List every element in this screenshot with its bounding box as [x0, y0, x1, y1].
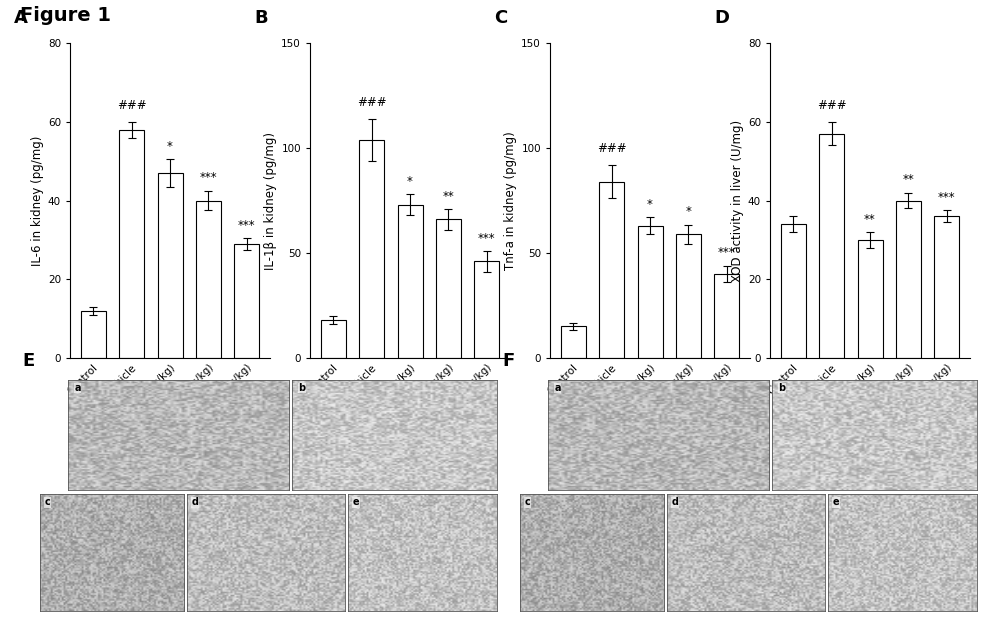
Bar: [676, 234, 701, 358]
Bar: [196, 201, 221, 358]
Text: e: e: [833, 497, 839, 507]
Text: ###: ###: [597, 143, 626, 155]
Y-axis label: IL-1β in kidney (pg/mg): IL-1β in kidney (pg/mg): [264, 131, 277, 270]
Bar: [158, 173, 182, 358]
Bar: [398, 205, 422, 358]
Text: ***: ***: [200, 172, 217, 184]
Bar: [714, 274, 739, 358]
Text: d: d: [192, 497, 199, 507]
Text: **: **: [864, 213, 876, 226]
Text: B: B: [254, 9, 268, 28]
Text: d: d: [672, 497, 679, 507]
Text: c: c: [524, 497, 530, 507]
Bar: [599, 181, 624, 358]
Text: c: c: [44, 497, 50, 507]
Bar: [119, 130, 144, 358]
Bar: [436, 220, 461, 358]
Text: a: a: [74, 383, 81, 393]
Bar: [934, 217, 959, 358]
Bar: [234, 244, 259, 358]
Text: ###: ###: [117, 99, 146, 112]
Bar: [81, 311, 106, 358]
Text: ***: ***: [478, 231, 496, 244]
Text: a: a: [554, 383, 561, 393]
Text: **: **: [903, 173, 914, 186]
Bar: [896, 201, 921, 358]
Text: E: E: [23, 352, 35, 370]
Bar: [638, 226, 662, 358]
Y-axis label: XOD activity in liver (U/mg): XOD activity in liver (U/mg): [731, 120, 744, 281]
Text: Figure 1: Figure 1: [20, 6, 111, 25]
Text: *: *: [686, 205, 691, 218]
Bar: [858, 240, 883, 358]
Bar: [819, 134, 844, 358]
Text: A: A: [14, 9, 28, 28]
Text: D: D: [714, 9, 729, 28]
Bar: [321, 320, 346, 358]
Text: b: b: [299, 383, 306, 393]
Text: ###: ###: [817, 99, 846, 112]
Text: *: *: [167, 140, 173, 153]
Text: ***: ***: [718, 246, 736, 259]
Bar: [781, 224, 806, 358]
Bar: [474, 262, 499, 358]
Text: ###: ###: [357, 96, 386, 109]
Bar: [561, 326, 586, 358]
Text: ***: ***: [238, 218, 256, 231]
Text: b: b: [779, 383, 786, 393]
Y-axis label: IL-6 in kidney (pg/mg): IL-6 in kidney (pg/mg): [31, 135, 44, 266]
Text: *: *: [407, 175, 413, 188]
Text: e: e: [353, 497, 359, 507]
Y-axis label: Tnf-a in kidney (pg/mg): Tnf-a in kidney (pg/mg): [504, 131, 517, 270]
Text: ***: ***: [938, 191, 956, 204]
Text: **: **: [443, 189, 454, 202]
Text: C: C: [494, 9, 507, 28]
Text: F: F: [503, 352, 515, 370]
Bar: [359, 139, 384, 358]
Text: *: *: [647, 198, 653, 211]
